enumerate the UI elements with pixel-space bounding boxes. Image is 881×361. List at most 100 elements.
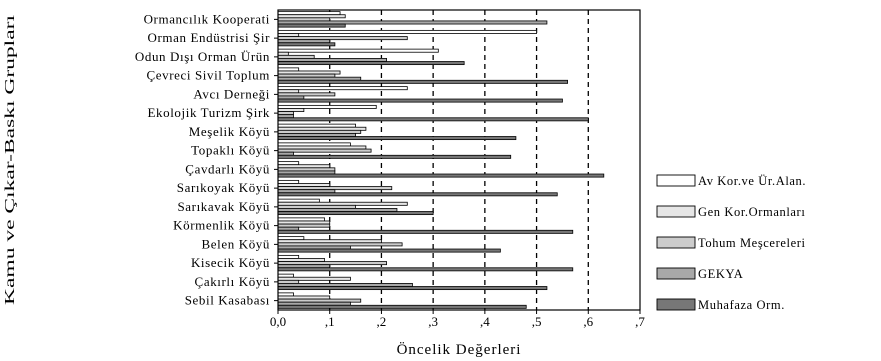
category-label: Avcı Derneği — [193, 86, 270, 101]
legend-label: Tohum Meşcereleri — [698, 236, 806, 250]
legend-swatch — [656, 236, 696, 249]
category-label: Ormancılık Kooperati — [144, 11, 270, 26]
bar — [277, 261, 387, 266]
category-label: Sebil Kasabası — [185, 293, 270, 308]
x-axis-ticks: 0,0 ,1 ,2 ,3 ,4 ,5 ,6 ,7 — [270, 310, 645, 329]
x-tick-label: ,7 — [635, 314, 645, 329]
bar — [277, 129, 362, 134]
bar — [277, 126, 367, 131]
bar — [277, 145, 367, 150]
bar — [277, 264, 331, 269]
bar — [277, 164, 331, 169]
bar — [277, 98, 563, 103]
bar — [277, 229, 574, 234]
bar — [277, 236, 305, 241]
bar — [277, 89, 300, 94]
bar — [277, 279, 300, 284]
category-label: Meşelik Köyü — [189, 124, 270, 139]
bar — [277, 201, 408, 206]
bar — [277, 142, 351, 147]
bar — [277, 20, 548, 25]
category-labels: Ormancılık Kooperati Orman Endüstrisi Şir… — [135, 11, 278, 308]
bar — [277, 39, 331, 44]
bar — [277, 170, 336, 175]
legend-label: Gen Kor.Ormanları — [698, 205, 805, 219]
bar — [277, 301, 351, 306]
bar — [277, 179, 300, 184]
bar — [277, 273, 294, 278]
bar — [277, 239, 382, 244]
bar — [277, 51, 289, 56]
bar — [277, 104, 377, 109]
bar — [277, 204, 356, 209]
category-label: Orman Endüstrisi Şir — [148, 30, 271, 45]
bar — [277, 114, 294, 119]
bar — [277, 48, 439, 53]
bar — [277, 267, 574, 272]
bar — [277, 29, 537, 34]
legend-label: Av Kor.ve Ür.Alan. — [698, 174, 806, 188]
bar — [277, 248, 501, 253]
category-label: Topaklı Köyü — [191, 143, 270, 158]
bar — [277, 14, 346, 19]
x-tick-label: 0,0 — [270, 314, 286, 329]
bar — [277, 86, 408, 91]
bar — [277, 183, 331, 187]
plot-frame — [277, 9, 641, 311]
bar — [277, 208, 398, 212]
x-tick-label: ,3 — [428, 314, 438, 329]
bar — [277, 198, 320, 203]
legend-swatch — [656, 298, 696, 311]
category-label: Sarıkoyak Köyü — [177, 180, 270, 195]
bar — [277, 151, 294, 156]
bar — [277, 211, 434, 216]
bar — [277, 304, 527, 309]
bar — [277, 258, 325, 262]
legend-label: GEKYA — [698, 267, 743, 281]
legend-swatch — [656, 267, 696, 280]
bar — [277, 42, 336, 47]
bar — [277, 223, 331, 228]
bar — [277, 295, 331, 300]
category-label: Çevreci Sivil Toplum — [146, 68, 270, 83]
bar — [277, 148, 372, 153]
x-tick-label: ,5 — [532, 314, 542, 329]
bar — [277, 186, 393, 191]
category-label: Kisecik Köyü — [191, 255, 270, 270]
bar — [277, 108, 305, 112]
bar — [277, 167, 336, 172]
bar — [277, 136, 517, 141]
category-label: Odun Dışı Orman Ürün — [135, 49, 270, 64]
bar — [277, 292, 294, 297]
x-tick-label: ,1 — [325, 314, 335, 329]
x-tick-label: ,4 — [480, 314, 490, 329]
bar — [277, 73, 336, 78]
bar — [277, 58, 387, 62]
bar — [277, 189, 336, 194]
bar — [277, 283, 413, 287]
bar — [277, 173, 605, 178]
bar — [277, 117, 589, 122]
bar — [277, 133, 356, 137]
legend: Av Kor.ve Ür.Alan. Gen Kor.Ormanları Tohum… — [656, 174, 806, 312]
category-label: Çavdarlı Köyü — [185, 161, 270, 176]
bar — [277, 154, 512, 159]
bars — [277, 11, 605, 309]
category-label: Körmenlik Köyü — [173, 218, 270, 233]
bar — [277, 226, 300, 231]
x-tick-label: ,2 — [377, 314, 387, 329]
bar — [277, 67, 300, 72]
bar — [277, 92, 336, 97]
bar — [277, 254, 300, 259]
bar — [277, 17, 331, 22]
bar — [277, 23, 346, 28]
bar — [277, 79, 569, 84]
y-axis-label: Kamu ve Çıkar-Baskı Grupları — [3, 15, 18, 305]
bar — [277, 286, 548, 291]
bar — [277, 11, 341, 16]
bar — [277, 33, 300, 37]
bar — [277, 36, 408, 41]
x-tick-label: ,6 — [583, 314, 593, 329]
bar — [277, 161, 300, 166]
